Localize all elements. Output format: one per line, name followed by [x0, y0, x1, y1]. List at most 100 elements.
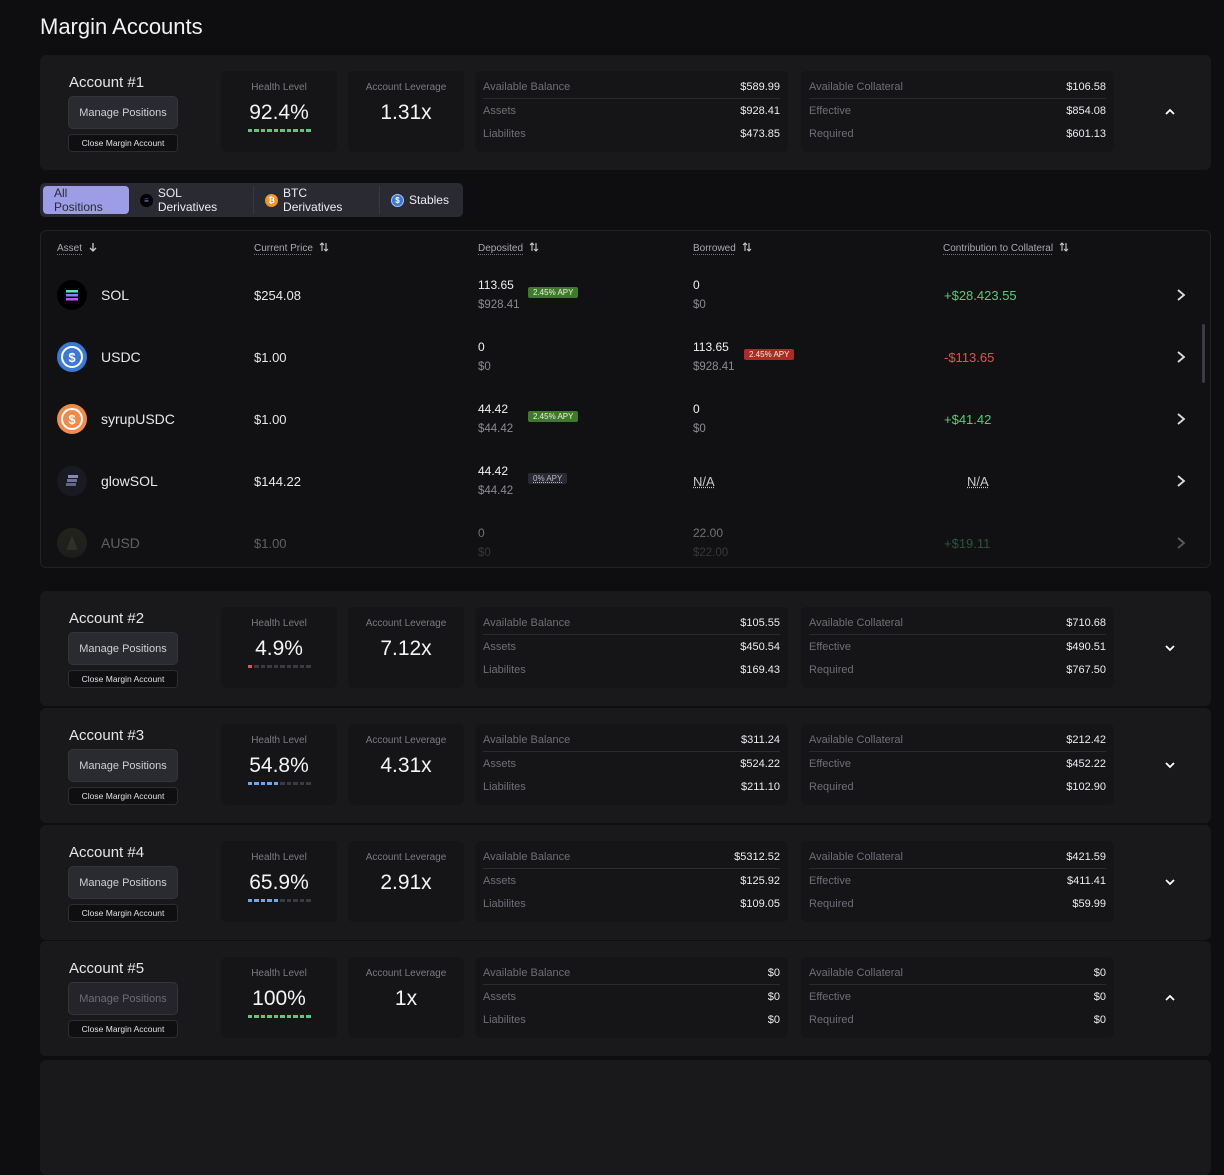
sort-desc-icon[interactable] — [88, 241, 98, 256]
health-segment — [293, 665, 298, 668]
sort-icon[interactable] — [319, 241, 329, 256]
effective-label: Effective — [809, 990, 851, 1003]
column-header[interactable]: Asset — [57, 241, 98, 256]
chevron-right-icon[interactable] — [1176, 474, 1186, 491]
health-segment — [247, 665, 252, 668]
deposited-amount: 113.65 — [478, 278, 514, 292]
required-label: Required — [809, 127, 854, 140]
health-segment — [293, 899, 298, 902]
close-margin-account-button[interactable]: Close Margin Account — [68, 1020, 178, 1038]
manage-positions-button[interactable]: Manage Positions — [68, 96, 178, 129]
chevron-right-icon[interactable] — [1176, 288, 1186, 305]
header-label: Deposited — [478, 243, 524, 254]
column-header[interactable]: Borrowed — [693, 241, 752, 256]
health-segment — [267, 129, 272, 132]
health-segment — [247, 129, 252, 132]
sort-icon[interactable] — [742, 241, 752, 256]
required-value: $601.13 — [1066, 127, 1106, 140]
chevron-down-icon[interactable] — [1164, 875, 1176, 887]
tab-all-positions[interactable]: All Positions — [43, 186, 130, 214]
manage-positions-button[interactable]: Manage Positions — [68, 632, 178, 665]
table-row[interactable]: glowSOL $144.22 44.42 $44.42 0% APY N/A N… — [41, 451, 1201, 513]
health-bar — [221, 129, 337, 132]
tab-btc-derivatives[interactable]: ₿ BTC Derivatives — [254, 186, 380, 214]
collateral-box: Available Collateral $710.68 Effective $49… — [801, 607, 1114, 688]
header-label: Current Price — [254, 243, 313, 254]
chevron-right-icon[interactable] — [1176, 350, 1186, 367]
close-margin-account-button[interactable]: Close Margin Account — [68, 904, 178, 922]
chevron-up-icon[interactable] — [1164, 991, 1176, 1003]
scrollbar[interactable] — [1202, 324, 1205, 383]
margin-account-card: Account #4 Manage Positions Close Margin… — [40, 825, 1211, 940]
health-segment — [286, 1015, 291, 1018]
apy-badge: 2.45% APY — [528, 411, 579, 422]
available-balance-label: Available Balance — [483, 81, 571, 93]
account-name: Account #3 — [69, 727, 145, 744]
health-label: Health Level — [251, 82, 307, 93]
glowsol-icon — [57, 466, 87, 496]
leverage-value: 4.31x — [380, 754, 432, 777]
leverage-label: Account Leverage — [365, 968, 447, 979]
table-row[interactable]: $ USDC $1.00 0 $0 113.65 $928.41 2.45% APY… — [41, 327, 1201, 389]
health-segment — [273, 782, 278, 785]
chevron-down-icon[interactable] — [1164, 758, 1176, 770]
table-row[interactable]: $ syrupUSDC $1.00 44.42 $44.42 2.45% APY … — [41, 389, 1201, 451]
effective-label: Effective — [809, 104, 851, 117]
required-value: $59.99 — [1072, 897, 1106, 910]
borrowed-cell: 0 $0 — [693, 402, 706, 435]
manage-positions-button[interactable]: Manage Positions — [68, 866, 178, 899]
chevron-right-icon[interactable] — [1176, 412, 1186, 429]
asset-name: USDC — [101, 349, 141, 365]
close-margin-account-button[interactable]: Close Margin Account — [68, 134, 178, 152]
current-price: $1.00 — [254, 350, 287, 365]
health-segment — [254, 899, 259, 902]
manage-positions-button[interactable]: Manage Positions — [68, 982, 178, 1015]
balance-box: Available Balance $0 Assets $0 Liabilites $… — [475, 957, 788, 1038]
balance-box: Available Balance $589.99 Assets $928.41 L… — [475, 71, 788, 152]
tab-label: SOL Derivatives — [157, 186, 218, 214]
health-segment — [293, 1015, 298, 1018]
liabilities-value: $211.10 — [741, 780, 780, 793]
sort-icon[interactable] — [1059, 241, 1069, 256]
sort-icon[interactable] — [529, 241, 539, 256]
column-header[interactable]: Contribution to Collateral — [943, 241, 1069, 256]
available-collateral-label: Available Collateral — [809, 81, 903, 93]
header-label: Contribution to Collateral — [943, 243, 1054, 254]
tab-sol-derivatives[interactable]: ≡ SOL Derivatives — [129, 186, 255, 214]
deposited-amount: 44.42 — [478, 464, 509, 478]
manage-positions-button[interactable]: Manage Positions — [68, 749, 178, 782]
balance-box: Available Balance $105.55 Assets $450.54 L… — [475, 607, 788, 688]
available-balance-value: $589.99 — [740, 81, 780, 93]
deposited-usd: $44.42 — [478, 485, 514, 497]
column-header[interactable]: Deposited — [478, 241, 539, 256]
health-bar — [221, 899, 337, 902]
chevron-up-icon[interactable] — [1164, 105, 1176, 117]
borrowed-amount: N/A — [693, 474, 715, 489]
account-name: Account #5 — [69, 960, 145, 977]
leverage-value: 2.91x — [380, 871, 432, 894]
available-balance-value: $105.55 — [740, 617, 780, 629]
available-balance-label: Available Balance — [483, 851, 571, 863]
health-segment — [280, 899, 285, 902]
assets-value: $450.54 — [740, 640, 780, 653]
collateral-box: Available Collateral $0 Effective $0 Requi… — [801, 957, 1114, 1038]
column-header[interactable]: Current Price — [254, 241, 329, 256]
effective-label: Effective — [809, 757, 851, 770]
current-price: $1.00 — [254, 412, 287, 427]
close-margin-account-button[interactable]: Close Margin Account — [68, 670, 178, 688]
leverage-label: Account Leverage — [365, 852, 447, 863]
chevron-down-icon[interactable] — [1164, 641, 1176, 653]
required-value: $0 — [1093, 1013, 1106, 1026]
available-collateral-value: $0 — [1093, 967, 1106, 979]
liabilities-label: Liabilites — [483, 780, 526, 793]
health-segment — [254, 665, 259, 668]
deposited-cell: 113.65 $928.41 — [478, 278, 520, 311]
close-margin-account-button[interactable]: Close Margin Account — [68, 787, 178, 805]
tab-stables[interactable]: $ Stables — [380, 186, 460, 214]
available-collateral-value: $421.59 — [1066, 851, 1106, 863]
table-row[interactable]: SOL $254.08 113.65 $928.41 2.45% APY 0 $0 … — [41, 265, 1201, 327]
available-balance-label: Available Balance — [483, 734, 571, 746]
borrowed-cell: N/A — [693, 474, 715, 496]
health-segment — [286, 665, 291, 668]
account-name: Account #2 — [69, 610, 145, 627]
